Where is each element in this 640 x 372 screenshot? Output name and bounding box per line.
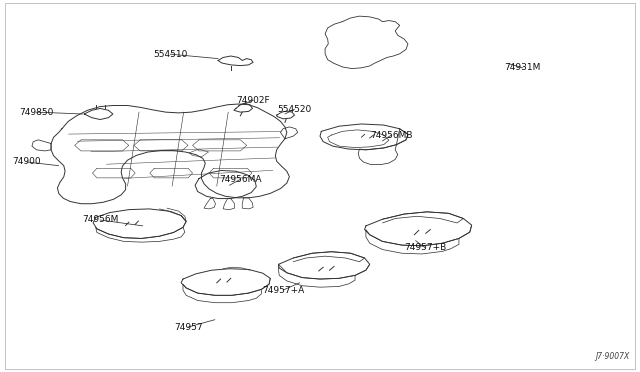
- Text: 74957+B: 74957+B: [404, 243, 446, 252]
- Text: 749850: 749850: [19, 108, 54, 117]
- Text: 74956MB: 74956MB: [370, 131, 413, 140]
- Text: 74957+A: 74957+A: [262, 286, 304, 295]
- Text: 554510: 554510: [153, 50, 188, 59]
- Text: 74902F: 74902F: [236, 96, 270, 105]
- Text: 74956MA: 74956MA: [219, 175, 262, 184]
- Text: J7·9007X: J7·9007X: [595, 352, 629, 362]
- Text: 554520: 554520: [277, 105, 312, 114]
- Text: 74931M: 74931M: [504, 63, 541, 72]
- Text: 74956M: 74956M: [82, 215, 118, 224]
- Text: 74957: 74957: [174, 323, 202, 331]
- Text: 74900: 74900: [13, 157, 41, 167]
